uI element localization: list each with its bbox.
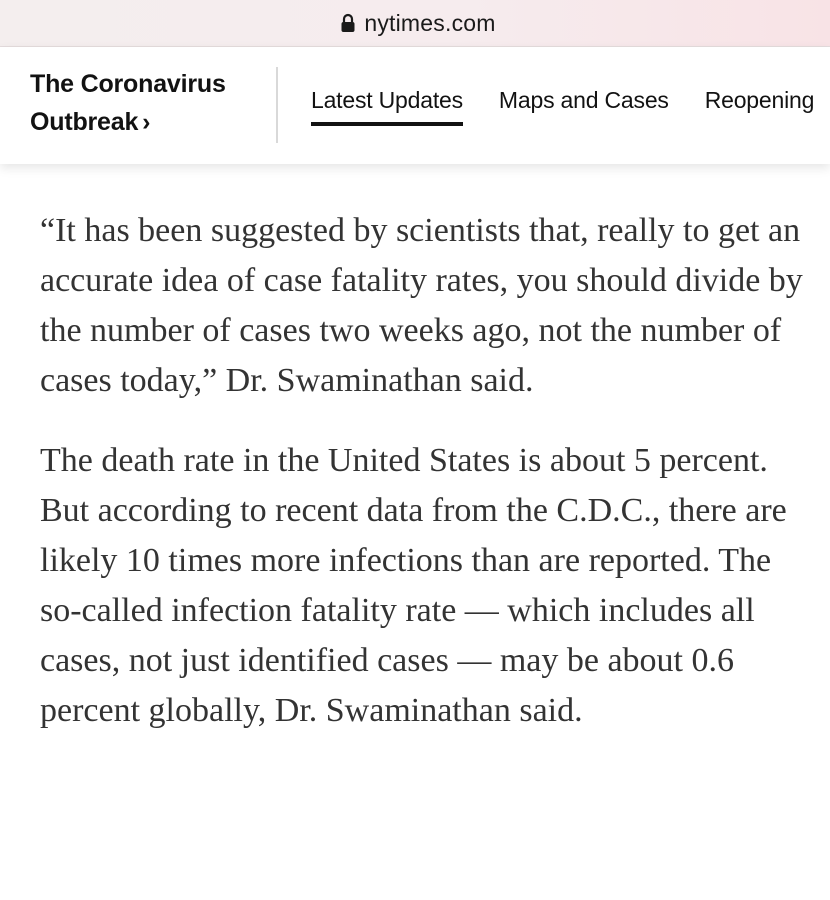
nav-divider	[276, 67, 278, 143]
chevron-right-icon: ›	[142, 108, 151, 136]
tab-reopening[interactable]: Reopening	[704, 87, 815, 113]
address-bar-content: nytimes.com	[340, 10, 495, 37]
article-body: “It has been suggested by scientists tha…	[40, 206, 810, 766]
section-title-line2: Outbreak ›	[30, 103, 270, 141]
tab-latest-updates[interactable]: Latest Updates	[311, 87, 463, 126]
lock-icon	[340, 13, 356, 33]
section-nav: The Coronavirus Outbreak › Latest Updates…	[0, 47, 830, 164]
nav-tabs: Latest Updates Maps and Cases Reopening	[311, 87, 830, 126]
url-text: nytimes.com	[364, 9, 496, 36]
address-bar[interactable]: nytimes.com	[0, 0, 830, 47]
section-title-link[interactable]: The Coronavirus Outbreak ›	[30, 65, 270, 141]
section-title-line2-text: Outbreak	[30, 108, 139, 136]
article-paragraph-quote: “It has been suggested by scientists tha…	[40, 212, 803, 399]
section-title-line1: The Coronavirus	[30, 70, 226, 98]
tab-maps-and-cases[interactable]: Maps and Cases	[498, 87, 669, 113]
article-paragraph-death-rate: The death rate in the United States is a…	[40, 442, 787, 729]
